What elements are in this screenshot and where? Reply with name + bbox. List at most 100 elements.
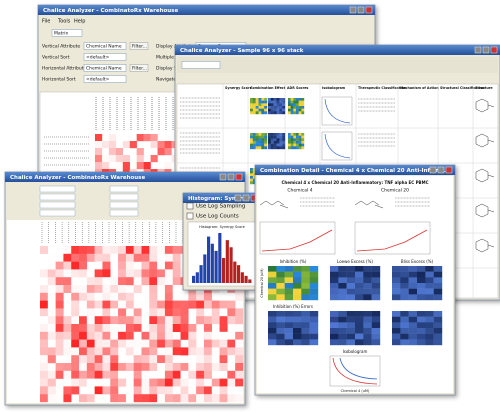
- heat-cell: [125, 261, 134, 270]
- heat-cell: [188, 363, 197, 371]
- heat-cell: [188, 331, 197, 340]
- heat-cell: [330, 333, 339, 340]
- window-button[interactable]: [429, 166, 437, 174]
- heat-cell: [268, 133, 272, 136]
- heat-cell: [355, 339, 364, 346]
- window-button[interactable]: [219, 173, 227, 181]
- heat-cell: [261, 100, 265, 104]
- heat-cell: [270, 135, 274, 139]
- heat-cell: [252, 135, 256, 139]
- heat-cell: [110, 292, 119, 301]
- window-button[interactable]: [349, 6, 357, 14]
- button[interactable]: [129, 42, 149, 50]
- heat-cell: [261, 133, 265, 136]
- heat-cell: [252, 141, 256, 144]
- heat-cell: [180, 386, 189, 395]
- text-field: [39, 201, 76, 209]
- heat-cell: [149, 339, 158, 348]
- checkbox[interactable]: [186, 202, 194, 210]
- heat-cell: [211, 300, 220, 309]
- button[interactable]: [129, 64, 149, 72]
- window-button[interactable]: [474, 46, 482, 54]
- heat-cell: [293, 100, 297, 104]
- label[interactable]: Tools: [57, 19, 71, 25]
- heat-cell: [298, 133, 302, 136]
- heat-cell: [79, 347, 88, 356]
- heat-cell: [172, 285, 181, 293]
- heat-cell: [433, 266, 443, 272]
- heat-cell: [102, 261, 111, 270]
- heat-cell: [301, 339, 310, 346]
- heat-cell: [273, 108, 277, 112]
- heat-cell: [282, 103, 286, 107]
- heat-cell: [330, 328, 339, 334]
- heat-cell: [425, 288, 434, 295]
- heat-cell: [172, 300, 181, 309]
- heat-cell: [273, 138, 277, 142]
- heat-cell: [296, 98, 299, 101]
- heat-cell: [149, 277, 158, 286]
- window-button[interactable]: [437, 166, 445, 174]
- heat-cell: [79, 363, 88, 371]
- heat-cell: [71, 339, 80, 348]
- combo-box[interactable]: [83, 64, 127, 72]
- heat-cell: [203, 370, 212, 379]
- heat-cell: [188, 394, 197, 403]
- heat-cell: [211, 347, 220, 356]
- combo-box[interactable]: [83, 42, 127, 50]
- heat-cell: [293, 138, 297, 142]
- heat-cell: [94, 246, 103, 254]
- label[interactable]: Help: [74, 19, 85, 25]
- heat-cell: [288, 108, 291, 112]
- heat-cell: [284, 288, 294, 295]
- heat-cell: [346, 311, 356, 317]
- heat-cell: [219, 378, 228, 387]
- heat-cell: [110, 300, 119, 309]
- heat-cell: [141, 378, 150, 387]
- window-button[interactable]: [357, 6, 365, 14]
- heat-cell: [252, 111, 256, 115]
- heat-cell: [371, 266, 381, 272]
- text-field[interactable]: [181, 61, 221, 69]
- heat-cell: [118, 285, 127, 293]
- window-button[interactable]: [242, 194, 250, 202]
- checkbox[interactable]: [186, 212, 194, 220]
- heat-cell: [433, 333, 443, 340]
- combo-box[interactable]: [51, 29, 83, 37]
- heat-cell: [363, 316, 372, 323]
- heat-cell: [118, 253, 127, 262]
- heat-cell: [125, 253, 134, 262]
- heat-cell: [157, 324, 166, 332]
- heat-cell: [296, 103, 299, 107]
- window-button[interactable]: [235, 173, 243, 181]
- heat-cell: [268, 328, 277, 334]
- heat-cell: [330, 316, 339, 323]
- window-button[interactable]: [365, 6, 373, 14]
- heat-cell: [270, 98, 274, 101]
- heat-cell: [180, 378, 189, 387]
- window-button[interactable]: [234, 194, 242, 202]
- heat-cell: [118, 394, 127, 403]
- heat-cell: [125, 246, 134, 254]
- heat-cell: [279, 146, 283, 150]
- window-button[interactable]: [490, 46, 498, 54]
- heat-cell: [338, 333, 347, 340]
- heat-cell: [125, 277, 134, 286]
- combo-box[interactable]: [83, 53, 127, 61]
- heat-cell: [86, 292, 95, 301]
- heat-cell: [115, 155, 123, 163]
- heat-cell: [264, 143, 268, 147]
- window-button[interactable]: [227, 173, 235, 181]
- label: Structure: [475, 86, 493, 90]
- heat-cell: [296, 100, 299, 104]
- label[interactable]: File: [42, 19, 50, 25]
- window-button[interactable]: [445, 166, 453, 174]
- heat-cell: [252, 170, 256, 174]
- window-button[interactable]: [482, 46, 490, 54]
- combo-box[interactable]: [83, 75, 127, 83]
- heat-cell: [55, 292, 64, 301]
- heat-cell: [110, 308, 119, 317]
- heat-cell: [250, 176, 254, 179]
- heat-cell: [133, 347, 142, 356]
- heat-cell: [330, 322, 339, 329]
